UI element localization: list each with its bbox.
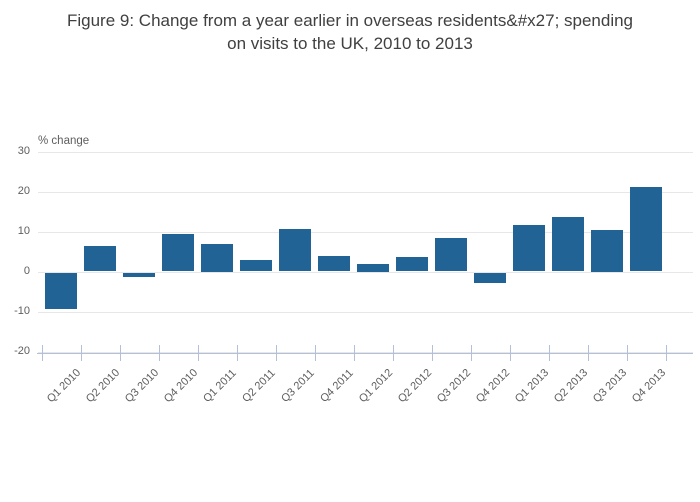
y-axis-title: % change bbox=[38, 135, 90, 147]
x-axis-line bbox=[37, 353, 693, 354]
y-tick-label: -20 bbox=[14, 344, 30, 357]
x-axis-tick bbox=[626, 345, 628, 361]
bar-q3-2013 bbox=[591, 229, 623, 272]
x-tick-label: Q1 2011 bbox=[201, 367, 239, 405]
bar-q4-2010 bbox=[162, 234, 194, 272]
x-tick-label: Q4 2013 bbox=[629, 366, 669, 406]
x-tick-label: Q2 2012 bbox=[395, 366, 435, 406]
x-axis-tick bbox=[587, 345, 589, 361]
x-tick-label: Q3 2012 bbox=[434, 366, 474, 406]
chart-title-line1: Figure 9: Change from a year earlier in … bbox=[66, 11, 634, 30]
x-tick-label: Q4 2010 bbox=[161, 366, 201, 406]
bar-q3-2011 bbox=[279, 229, 311, 272]
bar-q1-2011 bbox=[201, 243, 233, 272]
chart-title-line2: on visits to the UK, 2010 to 2013 bbox=[227, 34, 473, 53]
x-tick-label: Q1 2012 bbox=[356, 366, 396, 406]
x-axis-tick bbox=[353, 345, 355, 361]
x-tick-label: Q4 2011 bbox=[318, 367, 356, 405]
gridline bbox=[38, 351, 693, 353]
x-tick-label: Q1 2010 bbox=[44, 366, 84, 406]
y-tick-label: 20 bbox=[17, 184, 30, 197]
gridline bbox=[38, 231, 693, 233]
x-axis-tick bbox=[431, 345, 433, 361]
x-tick-label: Q3 2010 bbox=[122, 366, 162, 406]
bar-q2-2011 bbox=[240, 259, 272, 272]
x-tick-label: Q2 2013 bbox=[551, 366, 591, 406]
bar-q1-2010 bbox=[45, 272, 77, 310]
bar-q1-2013 bbox=[513, 225, 545, 272]
x-tick-label: Q2 2010 bbox=[83, 366, 123, 406]
bar-q4-2013 bbox=[630, 186, 662, 272]
bar-q2-2012 bbox=[396, 257, 428, 272]
y-tick-label: 30 bbox=[17, 144, 30, 157]
x-axis-tick bbox=[314, 345, 316, 361]
x-axis-tick bbox=[158, 345, 160, 361]
chart-title: Figure 9: Change from a year earlier in … bbox=[0, 9, 700, 55]
x-axis-tick bbox=[275, 345, 277, 361]
x-tick-label: Q3 2013 bbox=[590, 366, 630, 406]
x-axis-tick bbox=[119, 345, 121, 361]
bar-q2-2013 bbox=[552, 217, 584, 272]
x-axis-tick bbox=[470, 345, 472, 361]
bar-q3-2012 bbox=[435, 238, 467, 272]
y-tick-label: 0 bbox=[23, 264, 30, 277]
x-axis-tick bbox=[236, 345, 238, 361]
bar-q2-2010 bbox=[84, 246, 116, 272]
x-axis-tick bbox=[509, 345, 511, 361]
x-axis-tick bbox=[80, 345, 82, 361]
x-tick-label: Q3 2011 bbox=[279, 367, 317, 405]
x-axis-tick bbox=[197, 345, 199, 361]
gridline bbox=[38, 151, 693, 153]
gridline bbox=[38, 191, 693, 193]
x-axis-tick bbox=[665, 345, 667, 361]
y-tick-label: 10 bbox=[17, 224, 30, 237]
y-tick-label: -10 bbox=[14, 304, 30, 317]
gridline bbox=[38, 311, 693, 313]
x-tick-label: Q1 2013 bbox=[512, 366, 552, 406]
x-tick-label: Q2 2011 bbox=[240, 367, 278, 405]
bar-q1-2012 bbox=[357, 263, 389, 272]
bar-q4-2012 bbox=[474, 272, 506, 283]
x-axis-tick bbox=[548, 345, 550, 361]
bar-q3-2010 bbox=[123, 272, 155, 277]
bar-q4-2011 bbox=[318, 255, 350, 272]
x-axis-tick bbox=[41, 345, 43, 361]
x-tick-label: Q4 2012 bbox=[473, 366, 513, 406]
gridline bbox=[38, 271, 693, 273]
x-axis-tick bbox=[392, 345, 394, 361]
